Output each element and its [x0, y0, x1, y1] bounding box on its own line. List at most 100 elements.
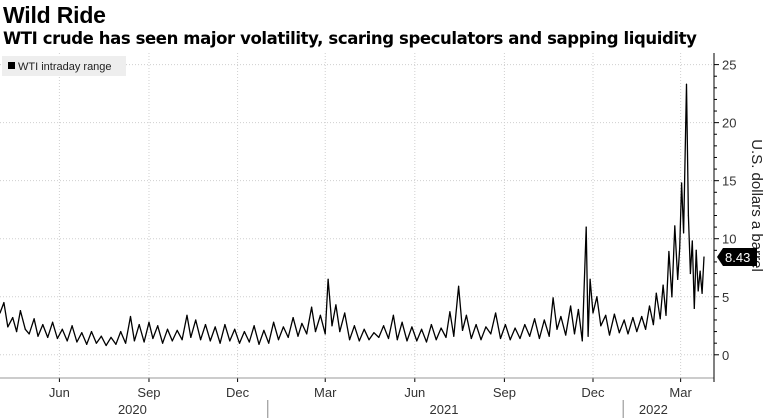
data-point [425, 341, 428, 343]
x-tick-label: Mar [669, 385, 692, 400]
x-tick-label: Dec [581, 385, 605, 400]
data-point [556, 328, 558, 330]
data-point [12, 317, 14, 319]
data-point [344, 312, 346, 314]
data-point [129, 315, 132, 318]
data-point [605, 314, 607, 316]
data-point [331, 325, 333, 327]
data-point [171, 340, 173, 342]
data-point [406, 340, 408, 342]
data-point [543, 319, 545, 321]
data-point [209, 340, 211, 342]
data-point [655, 292, 657, 294]
data-point [691, 240, 693, 242]
data-point [258, 343, 260, 345]
x-tick-label: Mar [314, 385, 337, 400]
data-point [674, 225, 676, 227]
data-point [668, 250, 670, 253]
data-point [3, 301, 5, 304]
last-value-label: 8.43 [717, 247, 757, 266]
last-value-background [717, 247, 757, 266]
data-point [538, 337, 541, 340]
chart-subtitle: WTI crude has seen major volatility, sca… [3, 29, 697, 48]
data-point [224, 324, 226, 326]
data-point [199, 339, 202, 341]
data-point [652, 324, 654, 326]
data-point [695, 249, 697, 251]
x-year-label: 2020 [118, 402, 147, 417]
data-point [253, 325, 255, 327]
x-tick-label: Sep [493, 385, 516, 400]
data-point [570, 305, 572, 307]
data-point [509, 339, 511, 341]
data-point [587, 335, 589, 337]
data-point [641, 315, 643, 318]
data-point [636, 330, 638, 333]
data-point [219, 342, 221, 344]
data-point [319, 314, 321, 316]
data-point [348, 339, 351, 341]
data-point [421, 328, 423, 330]
legend-label: WTI intraday range [18, 61, 112, 73]
data-point [162, 342, 164, 344]
data-point [665, 314, 667, 316]
data-point [263, 329, 265, 332]
data-point [470, 337, 472, 340]
x-tick-label: Dec [226, 385, 250, 400]
data-point [24, 328, 26, 330]
data-point [449, 311, 451, 313]
y-tick-label: 0 [722, 348, 729, 363]
data-point [445, 336, 447, 338]
data-point [589, 278, 591, 280]
data-point [401, 321, 403, 323]
data-point [416, 340, 418, 342]
data-point [697, 290, 699, 292]
data-point [71, 325, 73, 327]
y-tick-label: 15 [722, 174, 736, 189]
data-point [133, 340, 135, 342]
data-point [358, 340, 360, 342]
data-point [61, 328, 63, 330]
data-point [453, 335, 455, 337]
data-point [190, 336, 192, 338]
data-point [577, 308, 579, 311]
data-point [306, 333, 308, 335]
y-tick-label: 5 [722, 290, 729, 305]
data-point [287, 336, 289, 338]
data-point [152, 337, 154, 340]
data-point [138, 324, 140, 326]
data-point [204, 324, 207, 326]
data-point [529, 335, 531, 337]
legend: WTI intraday range [2, 56, 126, 76]
data-point [125, 342, 127, 344]
data-point [465, 314, 468, 316]
data-point [56, 337, 59, 340]
data-point [15, 330, 18, 333]
grid-lines [0, 53, 714, 378]
data-point [632, 317, 634, 319]
data-point [662, 284, 664, 286]
data-point [480, 339, 482, 341]
data-point [310, 306, 313, 308]
x-tick-label: Jun [49, 385, 70, 400]
data-point [504, 324, 506, 326]
data-point [677, 278, 679, 280]
data-point [387, 337, 390, 340]
data-point [699, 270, 701, 272]
data-point [552, 297, 554, 299]
data-point [378, 336, 380, 338]
data-point [685, 83, 688, 85]
data-point [596, 296, 598, 298]
data-point [592, 312, 594, 314]
data-point [440, 327, 442, 329]
data-point [243, 330, 246, 333]
data-point [623, 319, 625, 321]
data-point [166, 328, 169, 330]
data-point [499, 337, 502, 340]
data-point [7, 326, 9, 328]
data-point [324, 333, 326, 335]
data-point [533, 318, 536, 320]
data-point [392, 314, 394, 316]
data-point [229, 340, 231, 342]
